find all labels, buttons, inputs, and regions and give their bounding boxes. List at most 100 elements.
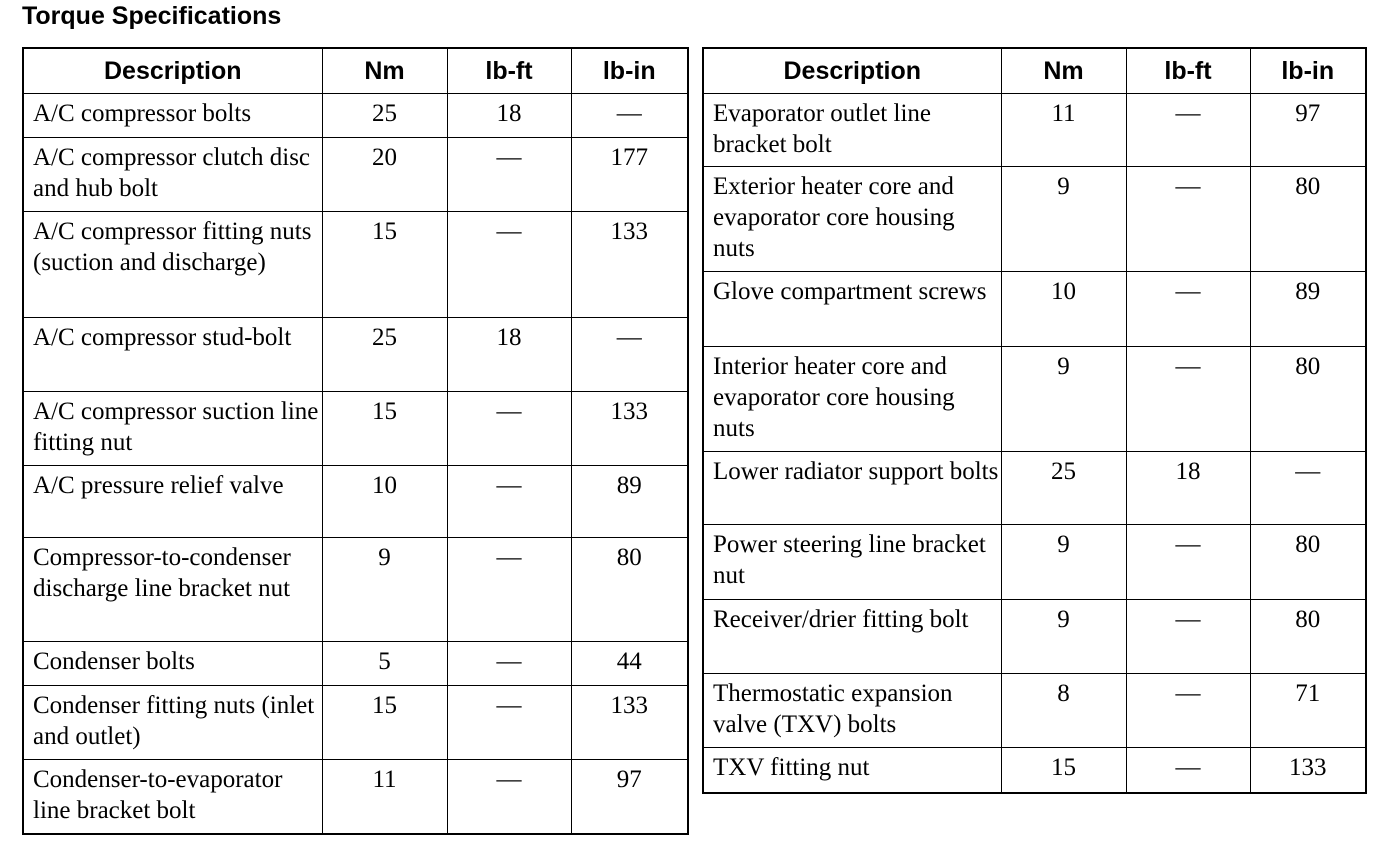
value-cell: 89 xyxy=(1249,271,1367,347)
value-cell: 11 xyxy=(321,759,448,834)
value-cell: — xyxy=(1125,271,1251,347)
torque-table: Description Nm lb-ft lb-in Evaporator outlet… xyxy=(702,47,1367,794)
value-cell: 15 xyxy=(321,391,448,466)
table-row: Condenser-to-evaporator line bracket bol… xyxy=(22,759,689,834)
value-cell: 97 xyxy=(1249,93,1367,167)
value-cell: 10 xyxy=(321,465,448,538)
header-row: Description Nm lb-ft lb-in xyxy=(702,47,1367,94)
value-cell: — xyxy=(446,759,572,834)
value-cell: — xyxy=(1125,346,1251,452)
value-cell: — xyxy=(1125,673,1251,748)
table-row: Evaporator outlet line bracket bolt 11—97 xyxy=(702,93,1367,167)
table-header: Description Nm lb-ft lb-in xyxy=(22,47,689,94)
table-body: Evaporator outlet line bracket bolt 11—97… xyxy=(702,93,1367,793)
description-cell: Receiver/drier fitting bolt xyxy=(702,599,1002,674)
value-cell: — xyxy=(446,137,572,212)
table-row: Power steering line bracket nut 9—80 xyxy=(702,524,1367,600)
description-cell: Condenser bolts xyxy=(22,641,323,686)
value-cell: 97 xyxy=(570,759,689,834)
value-cell: 18 xyxy=(446,93,572,138)
value-cell: 44 xyxy=(570,641,689,686)
value-cell: 133 xyxy=(570,391,689,466)
value-cell: 9 xyxy=(1000,346,1127,452)
value-cell: 80 xyxy=(1249,166,1367,272)
value-cell: 25 xyxy=(1000,451,1127,525)
value-cell: 8 xyxy=(1000,673,1127,748)
value-cell: 80 xyxy=(570,537,689,642)
table-row: Receiver/drier fitting bolt 9—80 xyxy=(702,599,1367,674)
value-cell: 15 xyxy=(1000,747,1127,793)
column-header: Nm xyxy=(321,47,448,94)
description-cell: Thermostatic expansion valve (TXV) bolts xyxy=(702,673,1002,748)
table-row: Glove compartment screws 10—89 xyxy=(702,271,1367,347)
table-row: Lower radiator support bolts 25 18— xyxy=(702,451,1367,525)
description-cell: Condenser fitting nuts (inlet and outlet… xyxy=(22,685,323,760)
value-cell: — xyxy=(1125,524,1251,600)
description-cell: A/C pressure relief valve xyxy=(22,465,323,538)
table-header: Description Nm lb-ft lb-in xyxy=(702,47,1367,94)
table-row: Condenser fitting nuts (inlet and outlet… xyxy=(22,685,689,760)
value-cell: — xyxy=(446,685,572,760)
value-cell: 71 xyxy=(1249,673,1367,748)
value-cell: 80 xyxy=(1249,524,1367,600)
table-row: A/C compressor clutch disc and hub bolt 2… xyxy=(22,137,689,212)
table-row: A/C compressor suction line fitting nut 1… xyxy=(22,391,689,466)
header-row: Description Nm lb-ft lb-in xyxy=(22,47,689,94)
description-cell: A/C compressor stud-bolt xyxy=(22,317,323,392)
value-cell: 15 xyxy=(321,685,448,760)
page-title: Torque Specifications xyxy=(22,2,282,30)
description-cell: A/C compressor clutch disc and hub bolt xyxy=(22,137,323,212)
value-cell: 25 xyxy=(321,317,448,392)
table-row: TXV fitting nut 15—133 xyxy=(702,747,1367,793)
value-cell: 9 xyxy=(1000,524,1127,600)
value-cell: — xyxy=(446,641,572,686)
column-header: Description xyxy=(22,47,323,94)
value-cell: 15 xyxy=(321,211,448,318)
description-cell: A/C compressor bolts xyxy=(22,93,323,138)
description-cell: Lower radiator support bolts xyxy=(702,451,1002,525)
value-cell: 20 xyxy=(321,137,448,212)
value-cell: — xyxy=(1125,166,1251,272)
value-cell: — xyxy=(570,93,689,138)
column-header: lb-ft xyxy=(1125,47,1251,94)
column-header: lb-in xyxy=(1249,47,1367,94)
value-cell: — xyxy=(1125,599,1251,674)
table-row: Interior heater core and evaporator core… xyxy=(702,346,1367,452)
torque-table: Description Nm lb-ft lb-in A/C compressor bo… xyxy=(22,47,689,835)
description-cell: Condenser-to-evaporator line bracket bol… xyxy=(22,759,323,834)
table-row: Exterior heater core and evaporator core… xyxy=(702,166,1367,272)
value-cell: 9 xyxy=(1000,599,1127,674)
value-cell: 89 xyxy=(570,465,689,538)
table-body: A/C compressor bolts 25 18— A/C compressor … xyxy=(22,93,689,834)
description-cell: Evaporator outlet line bracket bolt xyxy=(702,93,1002,167)
table-row: A/C compressor stud-bolt 25 18— xyxy=(22,317,689,392)
value-cell: 11 xyxy=(1000,93,1127,167)
value-cell: — xyxy=(446,211,572,318)
table-row: Compressor-to-condenser discharge line b… xyxy=(22,537,689,642)
value-cell: — xyxy=(1249,451,1367,525)
value-cell: 10 xyxy=(1000,271,1127,347)
table-row: A/C compressor fitting nuts (suction and… xyxy=(22,211,689,318)
column-header: lb-in xyxy=(570,47,689,94)
value-cell: 80 xyxy=(1249,346,1367,452)
value-cell: 133 xyxy=(570,211,689,318)
value-cell: — xyxy=(446,537,572,642)
value-cell: 80 xyxy=(1249,599,1367,674)
value-cell: — xyxy=(570,317,689,392)
column-header: lb-ft xyxy=(446,47,572,94)
value-cell: — xyxy=(1125,93,1251,167)
description-cell: A/C compressor suction line fitting nut xyxy=(22,391,323,466)
column-header: Description xyxy=(702,47,1002,94)
value-cell: — xyxy=(446,465,572,538)
description-cell: Power steering line bracket nut xyxy=(702,524,1002,600)
column-header: Nm xyxy=(1000,47,1127,94)
table-row: A/C pressure relief valve 10—89 xyxy=(22,465,689,538)
value-cell: 133 xyxy=(570,685,689,760)
description-cell: Exterior heater core and evaporator core… xyxy=(702,166,1002,272)
value-cell: 5 xyxy=(321,641,448,686)
value-cell: 133 xyxy=(1249,747,1367,793)
value-cell: — xyxy=(446,391,572,466)
description-cell: Interior heater core and evaporator core… xyxy=(702,346,1002,452)
value-cell: 18 xyxy=(1125,451,1251,525)
value-cell: 9 xyxy=(321,537,448,642)
